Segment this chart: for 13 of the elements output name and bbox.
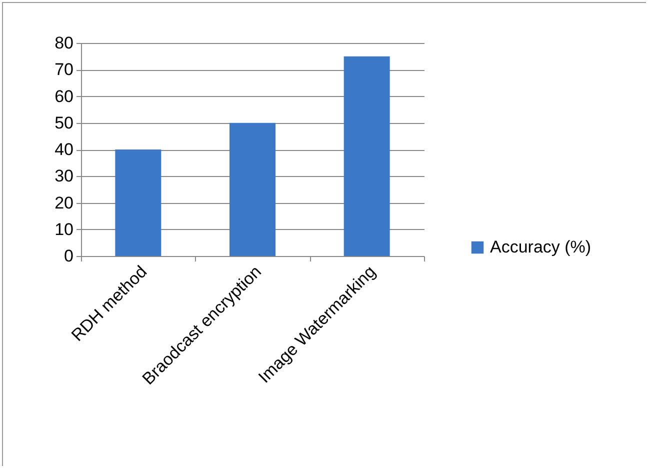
y-tick-label: 80 xyxy=(54,34,74,52)
y-tick-label: 10 xyxy=(54,220,74,239)
bar xyxy=(344,56,390,256)
y-tick-label: 20 xyxy=(54,193,74,212)
y-tick-label: 70 xyxy=(54,60,74,80)
y-tick-label: 50 xyxy=(54,113,74,132)
y-tick-label: 30 xyxy=(54,166,74,186)
legend-label: Accuracy (%) xyxy=(490,238,592,256)
y-tick-label: 60 xyxy=(54,86,74,106)
bar xyxy=(115,150,162,256)
y-tick-label: 40 xyxy=(54,140,74,159)
bar xyxy=(230,122,276,256)
y-tick-label: 0 xyxy=(64,246,74,266)
